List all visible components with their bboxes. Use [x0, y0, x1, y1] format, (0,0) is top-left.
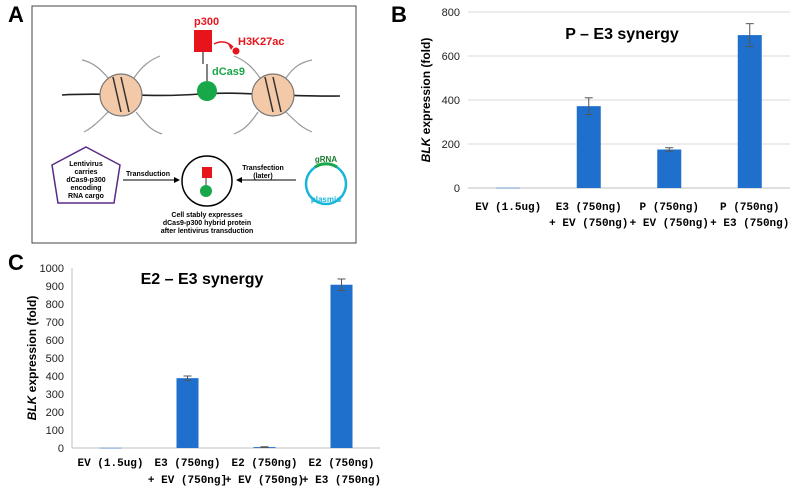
p300-label: p300	[194, 16, 219, 28]
grna-label: gRNA	[315, 155, 337, 164]
svg-text:Cell stably expresses: Cell stably expresses	[171, 212, 242, 219]
category-label: E2 (750ng)	[231, 458, 297, 470]
dcas9-label: dCas9	[212, 66, 245, 78]
acetyl-mark-icon	[232, 47, 240, 55]
cell-p300-icon	[202, 167, 212, 178]
y-tick-label: 600	[46, 335, 64, 347]
lentivirus-text: Lentivirus carries dCas9-p300 encoding R…	[66, 161, 105, 200]
chart-title: E2 – E3 synergy	[141, 271, 264, 288]
nucleosome-right	[233, 55, 313, 135]
bar	[330, 284, 353, 448]
cell-caption: Cell stably expresses dCas9-p300 hybrid …	[161, 212, 254, 235]
plasmid-label: plasmid	[311, 195, 341, 204]
y-tick-label: 400	[46, 371, 64, 383]
y-tick-label: 600	[442, 51, 460, 63]
svg-text:dCas9-p300 hybrid protein: dCas9-p300 hybrid protein	[163, 220, 251, 227]
category-label: + EV (750ng)	[630, 218, 709, 230]
transfection-label: Transfection	[242, 165, 284, 172]
bar	[176, 378, 199, 448]
y-tick-label: 200	[46, 407, 64, 419]
y-tick-label: 100	[46, 425, 64, 437]
y-tick-label: 500	[46, 353, 64, 365]
svg-text:encoding: encoding	[70, 185, 101, 192]
y-tick-label: 200	[442, 139, 460, 151]
y-tick-label: 800	[46, 299, 64, 311]
y-tick-label: 0	[58, 443, 64, 455]
lentivirus-icon	[51, 146, 121, 204]
category-label: E3 (750ng)	[556, 202, 622, 214]
y-tick-label: 300	[46, 389, 64, 401]
category-label: + E3 (750ng)	[710, 218, 789, 230]
panel-label-b: B	[391, 2, 407, 27]
bar	[496, 187, 521, 189]
y-tick-label: 700	[46, 317, 64, 329]
svg-text:dCas9-p300: dCas9-p300	[66, 177, 105, 184]
transfection-later-label: (later)	[253, 173, 272, 180]
h3k27ac-label: H3K27ac	[238, 36, 284, 48]
panel-label-a: A	[8, 2, 24, 27]
p300-icon	[194, 30, 212, 52]
y-tick-label: 800	[442, 7, 460, 19]
category-label: + EV (750ng)	[549, 218, 628, 230]
dcas9-icon	[197, 81, 217, 101]
category-label: P (750ng)	[720, 202, 779, 214]
bar	[737, 35, 762, 188]
bar	[657, 149, 682, 188]
bar	[576, 106, 601, 188]
category-label: E3 (750ng)	[154, 458, 220, 470]
y-tick-label: 1000	[40, 263, 64, 275]
category-label: + E3 (750ng)	[302, 475, 381, 486]
category-label: P (750ng)	[640, 202, 699, 214]
grna-segment	[314, 162, 338, 169]
category-label: + EV (750ng]	[148, 475, 227, 486]
y-tick-label: 900	[46, 281, 64, 293]
acetylation-arrow	[213, 41, 234, 48]
y-tick-label: 400	[442, 95, 460, 107]
bar	[99, 447, 122, 449]
category-label: + EV (750ng)	[225, 475, 304, 486]
category-label: E2 (750ng)	[308, 458, 374, 470]
y-axis-label: BLK expression (fold)	[419, 38, 433, 163]
svg-text:RNA cargo: RNA cargo	[68, 193, 104, 200]
y-tick-label: 0	[454, 183, 460, 195]
category-label: EV (1.5ug)	[77, 458, 143, 470]
transduction-label: Transduction	[126, 171, 170, 178]
cell-dcas9-icon	[200, 185, 212, 197]
svg-text:Lentivirus: Lentivirus	[69, 161, 103, 168]
category-label: EV (1.5ug)	[475, 202, 541, 214]
cell-icon	[181, 155, 233, 207]
svg-text:carries: carries	[75, 169, 98, 176]
panel-label-c: C	[8, 250, 24, 275]
chart-title: P – E3 synergy	[565, 26, 679, 43]
svg-text:after lentivirus transduction: after lentivirus transduction	[161, 228, 254, 235]
y-axis-label: BLK expression (fold)	[25, 296, 39, 421]
nucleosome-left	[81, 55, 163, 135]
